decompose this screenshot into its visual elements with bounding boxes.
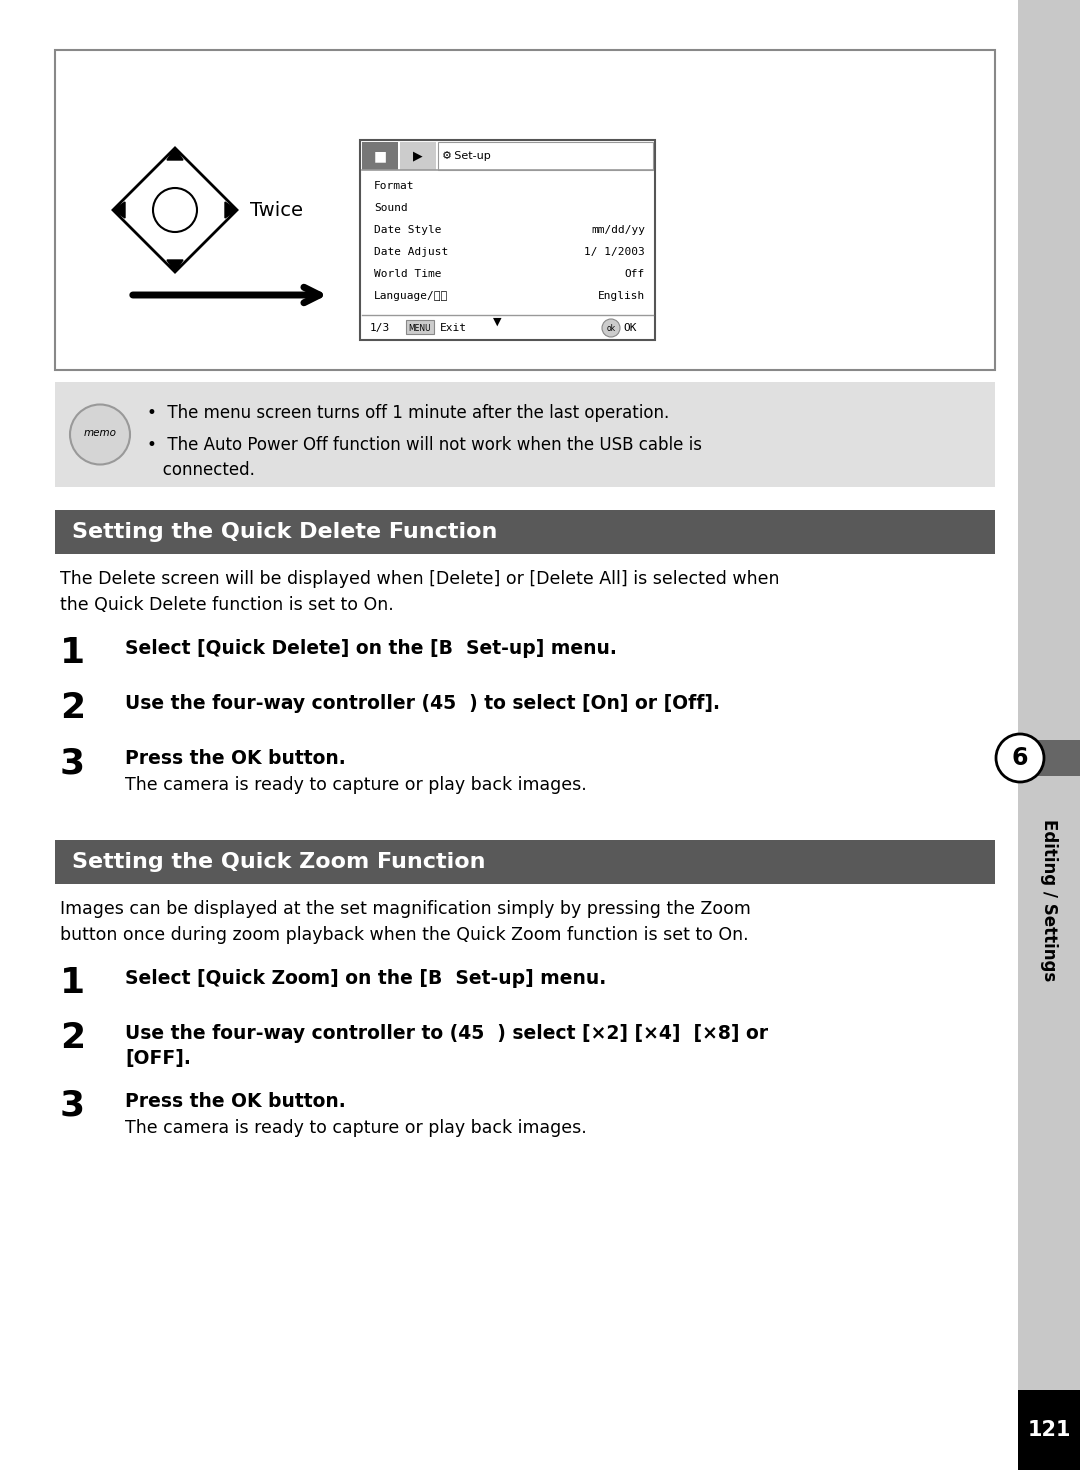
Text: ▼: ▼	[494, 318, 502, 326]
Ellipse shape	[153, 188, 197, 232]
Text: 2: 2	[60, 691, 85, 725]
Text: Exit: Exit	[440, 323, 467, 334]
Text: [OFF].: [OFF].	[125, 1050, 191, 1069]
Text: 3: 3	[60, 1089, 85, 1123]
Text: Use the four-way controller to (45  ) select [×2] [×4]  [×8] or: Use the four-way controller to (45 ) sel…	[125, 1025, 768, 1044]
Bar	[362, 143, 399, 171]
Text: 121: 121	[1027, 1420, 1070, 1441]
Bar	[55, 839, 995, 883]
Bar	[360, 140, 654, 340]
Bar	[1018, 1391, 1080, 1470]
Text: Select [Quick Delete] on the [B  Set-up] menu.: Select [Quick Delete] on the [B Set-up] …	[125, 639, 617, 659]
Circle shape	[602, 319, 620, 337]
FancyBboxPatch shape	[406, 320, 434, 334]
Text: 1/ 1/2003: 1/ 1/2003	[584, 247, 645, 257]
Circle shape	[70, 404, 130, 465]
Text: Press the OK button.: Press the OK button.	[125, 1092, 346, 1111]
Polygon shape	[167, 260, 183, 272]
Text: 1: 1	[60, 637, 85, 670]
Bar	[438, 143, 653, 171]
Text: Sound: Sound	[374, 203, 408, 213]
Text: 1: 1	[60, 966, 85, 1000]
Text: ok: ok	[607, 323, 616, 332]
Text: Setting the Quick Zoom Function: Setting the Quick Zoom Function	[72, 853, 486, 872]
Text: 6: 6	[1012, 745, 1028, 770]
Text: Select [Quick Zoom] on the [B  Set-up] menu.: Select [Quick Zoom] on the [B Set-up] me…	[125, 969, 606, 988]
Text: The camera is ready to capture or play back images.: The camera is ready to capture or play b…	[125, 1119, 586, 1136]
Text: The camera is ready to capture or play back images.: The camera is ready to capture or play b…	[125, 776, 586, 794]
Polygon shape	[225, 201, 237, 218]
Bar	[1018, 739, 1080, 776]
Polygon shape	[113, 148, 237, 272]
Bar	[55, 382, 995, 487]
Text: Format: Format	[374, 181, 415, 191]
Text: Language/言語: Language/言語	[374, 291, 448, 301]
Text: 3: 3	[60, 745, 85, 781]
Text: Press the OK button.: Press the OK button.	[125, 750, 346, 767]
Circle shape	[996, 734, 1044, 782]
Polygon shape	[167, 148, 183, 160]
Text: •  The Auto Power Off function will not work when the USB cable is
   connected.: • The Auto Power Off function will not w…	[147, 437, 702, 479]
Text: Date Style: Date Style	[374, 225, 442, 235]
Bar	[400, 143, 436, 171]
Text: •  The menu screen turns off 1 minute after the last operation.: • The menu screen turns off 1 minute aft…	[147, 404, 670, 422]
Text: ▶: ▶	[414, 150, 422, 163]
Text: Off: Off	[624, 269, 645, 279]
Text: Images can be displayed at the set magnification simply by pressing the Zoom
but: Images can be displayed at the set magni…	[60, 900, 751, 944]
Text: Editing / Settings: Editing / Settings	[1040, 819, 1058, 980]
Text: 1/3: 1/3	[370, 323, 390, 334]
Text: OK: OK	[623, 323, 636, 334]
Bar	[55, 50, 995, 370]
Text: MENU: MENU	[408, 323, 431, 332]
Text: mm/dd/yy: mm/dd/yy	[591, 225, 645, 235]
Text: Setting the Quick Delete Function: Setting the Quick Delete Function	[72, 522, 498, 542]
Text: Twice: Twice	[249, 200, 303, 219]
Polygon shape	[113, 201, 125, 218]
Text: ⚙ Set-up: ⚙ Set-up	[442, 151, 490, 162]
Text: World Time: World Time	[374, 269, 442, 279]
Text: The Delete screen will be displayed when [Delete] or [Delete All] is selected wh: The Delete screen will be displayed when…	[60, 570, 780, 613]
Text: Use the four-way controller (45  ) to select [On] or [Off].: Use the four-way controller (45 ) to sel…	[125, 694, 720, 713]
Bar	[1018, 0, 1080, 1470]
Text: memo: memo	[83, 428, 117, 438]
Text: 2: 2	[60, 1022, 85, 1055]
Text: Date Adjust: Date Adjust	[374, 247, 448, 257]
Text: English: English	[597, 291, 645, 301]
Bar	[55, 510, 995, 554]
Text: ■: ■	[374, 148, 387, 163]
